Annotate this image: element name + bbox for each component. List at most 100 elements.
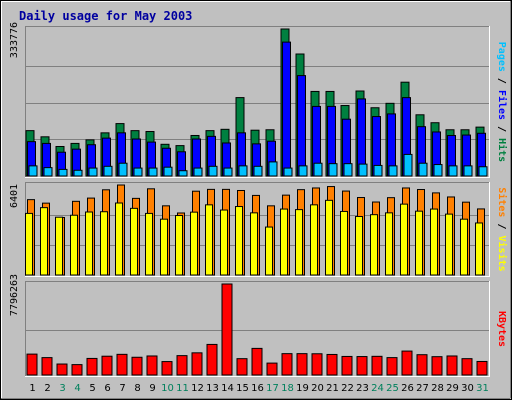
legend-pages-files-hits-part: Hits xyxy=(496,138,508,162)
legend-kbytes-part: KBytes xyxy=(496,311,507,347)
bar-pages xyxy=(118,162,128,177)
bar-visits xyxy=(100,211,108,276)
bar-kbytes xyxy=(206,343,218,376)
bar-kbytes xyxy=(386,357,398,376)
bar-visits xyxy=(145,212,153,276)
bar-visits xyxy=(250,212,258,276)
legend-pages-files-hits: Pages / Files / Hits xyxy=(496,42,508,162)
bar-visits xyxy=(430,208,438,276)
bar-kbytes xyxy=(371,355,383,376)
bar-visits xyxy=(415,210,423,276)
x-tick-label: 11 xyxy=(176,383,189,394)
bar-visits xyxy=(160,218,168,276)
bar-kbytes xyxy=(281,353,293,376)
bar-kbytes xyxy=(296,353,308,376)
bar-kbytes xyxy=(176,355,188,376)
bar-kbytes xyxy=(161,361,173,376)
x-tick-label: 30 xyxy=(461,383,474,394)
bar-visits xyxy=(355,216,363,276)
bar-pages xyxy=(448,165,458,177)
x-tick-label: 27 xyxy=(416,383,429,394)
bar-pages xyxy=(148,167,158,177)
x-tick-label: 22 xyxy=(341,383,354,394)
x-tick-label: 29 xyxy=(446,383,459,394)
legend-pages-files-hits-part: Files xyxy=(496,90,508,120)
bar-kbytes xyxy=(431,356,443,376)
bar-visits xyxy=(295,209,303,276)
x-tick-label: 24 xyxy=(371,383,384,394)
bar-visits xyxy=(175,215,183,276)
x-tick-label: 31 xyxy=(476,383,489,394)
bar-pages xyxy=(328,163,338,177)
bar-pages xyxy=(88,167,98,177)
chart-title: Daily usage for May 2003 xyxy=(19,9,192,23)
legend-sites-visits-part: Sites xyxy=(496,187,508,217)
bar-pages xyxy=(28,165,38,177)
bar-pages xyxy=(178,170,188,177)
bar-pages xyxy=(283,167,293,177)
legend-sites-visits: Sites / Visits xyxy=(496,187,508,271)
legend-sites-visits-part: / xyxy=(496,217,507,235)
bar-pages xyxy=(298,165,308,177)
bar-visits xyxy=(130,207,138,276)
bar-kbytes xyxy=(326,353,338,376)
bar-visits xyxy=(205,204,213,276)
bar-visits xyxy=(385,212,393,276)
max-label-hits-files-pages: 333776 xyxy=(9,22,20,58)
bar-visits xyxy=(475,222,483,276)
x-tick-label: 21 xyxy=(326,383,339,394)
bar-kbytes xyxy=(251,347,263,376)
bar-kbytes xyxy=(266,362,278,376)
x-tick-label: 8 xyxy=(134,383,140,394)
x-tick-label: 17 xyxy=(266,383,279,394)
legend-pages-files-hits-part: / xyxy=(496,120,507,138)
bar-kbytes xyxy=(311,353,323,376)
bar-kbytes xyxy=(476,360,488,376)
bar-kbytes xyxy=(26,353,38,376)
bar-kbytes xyxy=(401,350,413,376)
bar-pages xyxy=(418,162,428,177)
bar-files xyxy=(297,75,306,177)
bar-pages xyxy=(388,165,398,177)
legend-pages-files-hits-part: / xyxy=(496,72,507,90)
bar-kbytes xyxy=(146,355,158,376)
bar-kbytes xyxy=(416,354,428,376)
bar-visits xyxy=(265,226,273,276)
bar-pages xyxy=(208,165,218,177)
bar-pages xyxy=(253,165,263,177)
x-tick-label: 9 xyxy=(149,383,155,394)
bar-pages xyxy=(463,165,473,177)
x-tick-label: 2 xyxy=(44,383,50,394)
bar-visits xyxy=(235,206,243,276)
bars-hits-files-pages xyxy=(25,28,488,177)
bar-kbytes xyxy=(221,283,233,376)
x-tick-label: 3 xyxy=(59,383,65,394)
x-tick-label: 19 xyxy=(296,383,309,394)
x-tick-label: 15 xyxy=(236,383,249,394)
bar-kbytes xyxy=(356,356,368,376)
x-tick-label: 16 xyxy=(251,383,264,394)
bar-pages xyxy=(358,163,368,177)
x-tick-label: 26 xyxy=(401,383,414,394)
legend-kbytes: KBytes xyxy=(496,311,507,347)
bars-kbytes xyxy=(26,283,488,376)
x-tick-label: 13 xyxy=(206,383,219,394)
x-axis-labels: 1 2 3 4 5 6 7 8 9 10 11 12 13 14 15 16 17 18 19 20 21 22 23 24 2… xyxy=(29,383,489,394)
bar-visits xyxy=(310,204,318,276)
bar-pages xyxy=(268,161,278,177)
bar-pages xyxy=(43,167,53,177)
bar-kbytes xyxy=(131,356,143,376)
bar-pages xyxy=(373,164,383,177)
legend-pages-files-hits-part: Pages xyxy=(496,42,507,72)
bar-visits xyxy=(85,211,93,276)
bar-visits xyxy=(40,207,48,276)
x-tick-label: 4 xyxy=(74,383,80,394)
bar-pages xyxy=(223,167,233,177)
bar-visits xyxy=(25,212,33,276)
bar-pages xyxy=(343,163,353,177)
panel-hits-files-pages xyxy=(25,26,490,178)
bar-kbytes xyxy=(236,358,248,376)
bar-pages xyxy=(238,165,248,177)
